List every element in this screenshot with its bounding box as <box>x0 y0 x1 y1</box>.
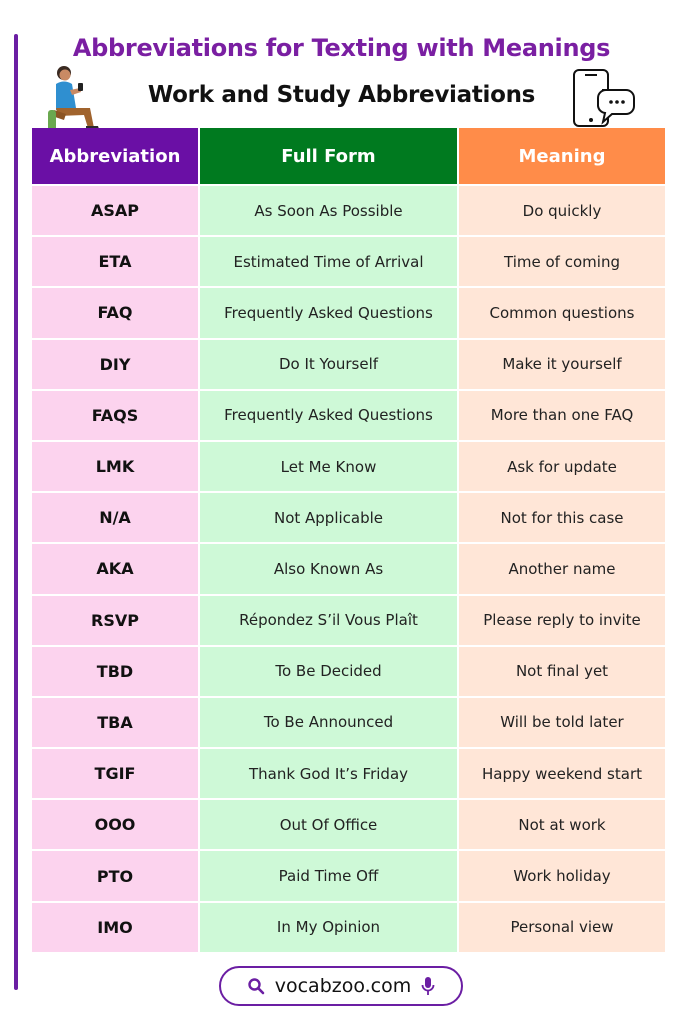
cell-full-form: Out Of Office <box>200 800 459 852</box>
cell-abbreviation: TBA <box>32 697 200 750</box>
cell-full-form: Paid Time Off <box>200 851 459 903</box>
cell-abbreviation: N/A <box>32 493 200 545</box>
cell-meaning: Happy weekend start <box>459 749 667 801</box>
abbreviations-table: Abbreviation Full Form Meaning ASAP As So… <box>32 128 667 954</box>
cell-abbreviation: IMO <box>32 902 200 954</box>
website-url[interactable]: vocabzoo.com <box>274 975 412 997</box>
cell-meaning: Ask for update <box>459 441 667 494</box>
cell-abbreviation: OOO <box>32 800 200 852</box>
cell-meaning: Make it yourself <box>459 339 667 391</box>
cell-full-form: In My Opinion <box>200 902 459 954</box>
microphone-icon <box>421 977 435 995</box>
cell-full-form: Frequently Asked Questions <box>200 288 459 340</box>
cell-meaning: Do quickly <box>459 186 667 238</box>
cell-abbreviation: ETA <box>32 237 200 289</box>
header-abbreviation: Abbreviation <box>32 128 200 186</box>
cell-meaning: Another name <box>459 544 667 596</box>
cell-full-form: To Be Announced <box>200 697 459 750</box>
cell-abbreviation: TBD <box>32 646 200 698</box>
cell-meaning: Not final yet <box>459 646 667 698</box>
cell-full-form: Let Me Know <box>200 441 459 494</box>
left-accent-bar <box>14 34 18 990</box>
cell-full-form: Not Applicable <box>200 493 459 545</box>
cell-abbreviation: LMK <box>32 441 200 494</box>
cell-full-form: Estimated Time of Arrival <box>200 237 459 289</box>
cell-abbreviation: FAQS <box>32 390 200 442</box>
website-search-pill[interactable]: vocabzoo.com <box>219 966 463 1006</box>
cell-meaning: Common questions <box>459 288 667 340</box>
cell-meaning: Not at work <box>459 800 667 852</box>
cell-abbreviation: PTO <box>32 851 200 903</box>
cell-abbreviation: AKA <box>32 544 200 596</box>
cell-abbreviation: FAQ <box>32 288 200 340</box>
smartphone-chat-icon <box>573 69 635 127</box>
cell-meaning: Personal view <box>459 902 667 954</box>
cell-full-form: As Soon As Possible <box>200 186 459 238</box>
cell-meaning: Will be told later <box>459 697 667 750</box>
cell-full-form: To Be Decided <box>200 646 459 698</box>
cell-abbreviation: DIY <box>32 339 200 391</box>
page-title: Abbreviations for Texting with Meanings <box>72 34 611 62</box>
cell-meaning: Please reply to invite <box>459 595 667 647</box>
header-full-form: Full Form <box>200 128 459 186</box>
cell-meaning: More than one FAQ <box>459 390 667 442</box>
cell-abbreviation: ASAP <box>32 186 200 238</box>
cell-abbreviation: TGIF <box>32 749 200 801</box>
header-meaning: Meaning <box>459 128 667 186</box>
cell-full-form: Répondez S’il Vous Plaît <box>200 595 459 647</box>
cell-abbreviation: RSVP <box>32 595 200 647</box>
cell-full-form: Frequently Asked Questions <box>200 390 459 442</box>
search-icon <box>248 978 265 995</box>
cell-full-form: Do It Yourself <box>200 339 459 391</box>
cell-full-form: Also Known As <box>200 544 459 596</box>
cell-meaning: Work holiday <box>459 851 667 903</box>
cell-full-form: Thank God It’s Friday <box>200 749 459 801</box>
page-subtitle: Work and Study Abbreviations <box>147 82 536 108</box>
cell-meaning: Not for this case <box>459 493 667 545</box>
cell-meaning: Time of coming <box>459 237 667 289</box>
